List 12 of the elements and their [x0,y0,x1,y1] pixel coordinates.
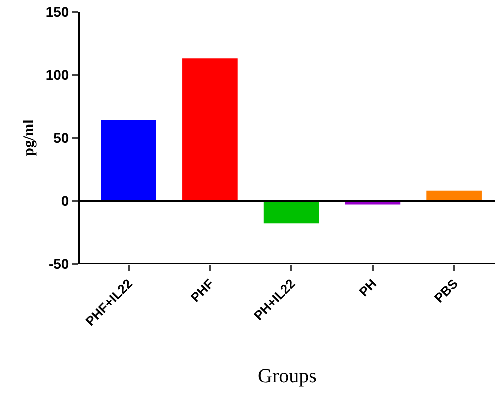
y-tick-label: 100 [46,66,70,83]
bar [426,190,482,201]
bar [264,201,320,224]
x-axis-title: Groups [258,365,318,388]
y-tick-label: 50 [54,130,70,146]
y-tick-label: -50 [48,256,70,272]
y-tick-label: 150 [46,4,70,20]
y-axis-title: pg/ml [22,120,38,156]
x-tick-label: PH [356,276,380,300]
bar [182,58,238,201]
y-tick-label: 0 [61,192,70,209]
bar [101,120,156,201]
